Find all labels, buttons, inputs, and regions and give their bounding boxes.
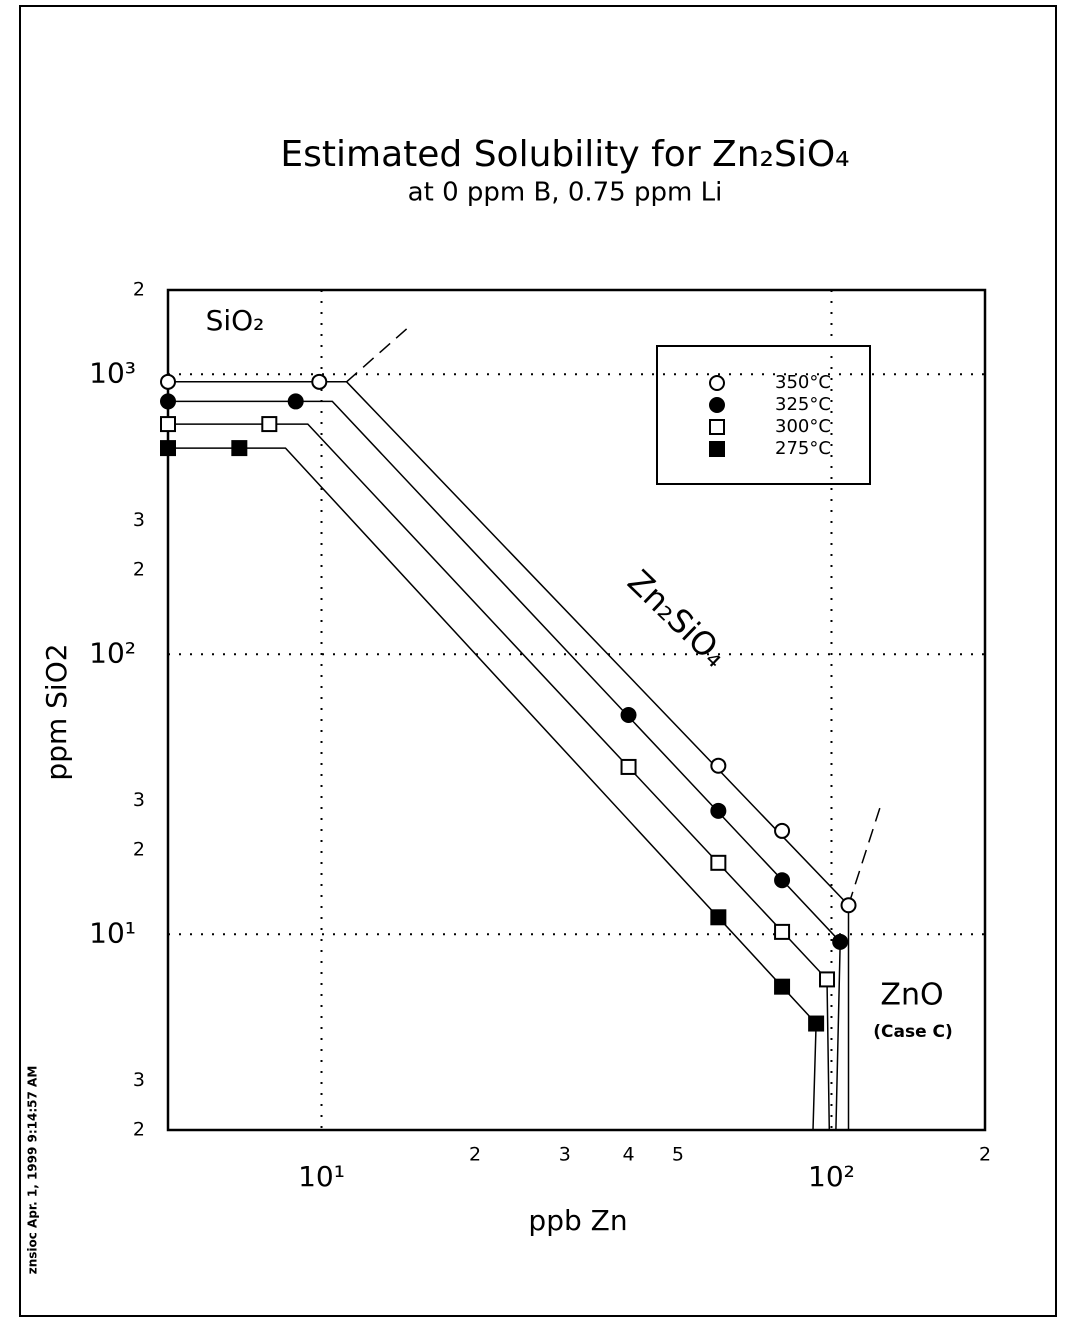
legend-box	[656, 345, 871, 485]
footer-stamp: znsioc Apr. 1, 1999 9:14:57 AM	[26, 1066, 40, 1275]
data-point	[311, 373, 328, 390]
y-tick-label: 3	[133, 509, 145, 531]
y-tick-label: 2	[133, 279, 145, 301]
data-point	[710, 854, 727, 871]
y-tick-label: 2	[133, 559, 145, 581]
data-point	[620, 758, 637, 775]
data-point	[620, 706, 637, 723]
y-tick-label: 3	[133, 789, 145, 811]
x-tick-label: 10²	[808, 1160, 855, 1193]
y-tick-label: 3	[133, 1069, 145, 1091]
data-point	[710, 757, 727, 774]
legend-label: 350°C	[775, 372, 831, 393]
y-tick-label: 2	[133, 839, 145, 861]
x-axis-label: ppb Zn	[528, 1204, 627, 1237]
data-point	[832, 933, 849, 950]
phase-boundary	[847, 804, 882, 906]
y-axis-label: ppm SiO2	[40, 643, 73, 780]
phase-boundary	[346, 326, 409, 383]
annotation: Zn₂SiO₄	[620, 562, 734, 674]
data-point	[261, 416, 278, 433]
data-point	[808, 1015, 825, 1032]
legend-label: 300°C	[775, 416, 831, 437]
data-point	[819, 971, 836, 988]
legend-marker	[709, 375, 725, 391]
model-line	[168, 423, 831, 1131]
legend-label: 275°C	[775, 438, 831, 459]
legend-marker	[709, 397, 725, 413]
data-point	[231, 440, 248, 457]
x-tick-label: 10¹	[298, 1160, 345, 1193]
data-point	[774, 822, 791, 839]
data-point	[774, 923, 791, 940]
data-point	[774, 872, 791, 889]
y-tick-label: 10³	[89, 356, 136, 389]
data-point	[287, 393, 304, 410]
data-point	[710, 802, 727, 819]
data-point	[840, 897, 857, 914]
chart-title: Estimated Solubility for Zn₂SiO₄	[280, 134, 849, 175]
model-line	[168, 400, 841, 1131]
plot-frame	[166, 288, 987, 1132]
data-point	[160, 416, 176, 433]
x-tick-label: 4	[623, 1144, 635, 1166]
data-point	[160, 373, 176, 390]
y-tick-label: 10²	[89, 636, 136, 669]
model-line	[168, 447, 817, 1131]
model-line	[168, 381, 850, 1130]
chart-subtitle: at 0 ppm B, 0.75 ppm Li	[408, 178, 723, 208]
data-point	[160, 393, 176, 410]
x-tick-label: 2	[979, 1144, 991, 1166]
y-tick-label: 2	[133, 1119, 145, 1141]
data-point	[160, 440, 176, 457]
page-frame	[19, 5, 1057, 1317]
legend-label: 325°C	[775, 394, 831, 415]
data-point	[710, 909, 727, 926]
x-tick-label: 5	[672, 1144, 684, 1166]
annotation: (Case C)	[873, 1022, 953, 1042]
data-point	[774, 978, 791, 995]
annotation: SiO₂	[206, 304, 265, 337]
x-tick-label: 3	[559, 1144, 571, 1166]
annotation: ZnO	[880, 978, 943, 1013]
legend-marker	[709, 419, 725, 435]
x-tick-label: 2	[469, 1144, 481, 1166]
y-tick-label: 10¹	[89, 916, 136, 949]
legend-marker	[709, 441, 725, 457]
